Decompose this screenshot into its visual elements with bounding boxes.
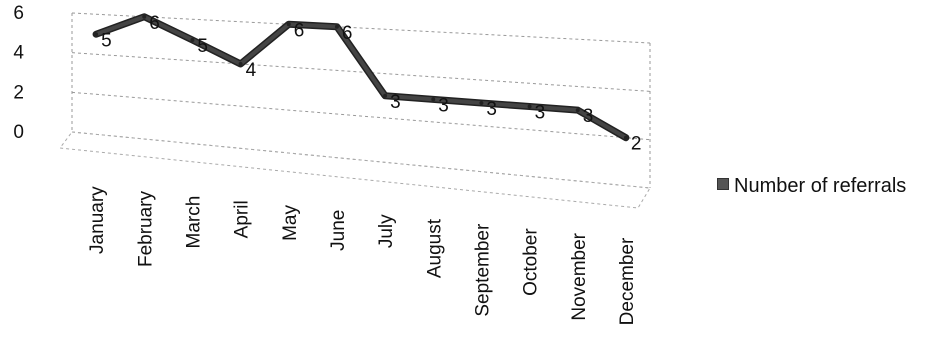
x-tick-label: January	[87, 186, 108, 254]
data-label: 6	[342, 23, 353, 44]
data-label: 4	[246, 60, 257, 81]
series-lines	[92, 13, 630, 142]
data-point	[334, 24, 339, 29]
data-point	[142, 14, 147, 19]
legend-swatch	[717, 178, 729, 190]
data-label: 3	[583, 106, 594, 127]
y-axis-ticks: 0 2 4 6	[13, 3, 24, 143]
legend-label: Number of referrals	[734, 175, 907, 197]
legend: Number of referrals	[717, 175, 906, 198]
gridline	[71, 91, 651, 141]
y-tick-label: 2	[13, 82, 24, 103]
data-label: 5	[197, 36, 208, 57]
y-tick-label: 0	[13, 122, 24, 143]
x-tick-label: May	[280, 205, 301, 241]
x-tick-label: July	[376, 214, 397, 248]
data-point	[527, 104, 532, 109]
x-tick-label: April	[232, 200, 253, 238]
y-tick-label: 6	[13, 3, 24, 24]
data-label: 5	[101, 30, 112, 51]
series-line	[94, 14, 628, 140]
data-label: 6	[149, 13, 160, 34]
data-point	[190, 37, 195, 42]
data-label: 3	[390, 92, 401, 113]
data-point	[383, 93, 388, 98]
x-tick-label: November	[569, 232, 590, 320]
gridline	[71, 52, 651, 92]
data-point	[575, 108, 580, 113]
data-point	[238, 61, 243, 66]
x-axis-ticks: January February March April May June July Augu…	[87, 186, 638, 325]
x-tick-label: June	[328, 210, 349, 251]
x-tick-label: December	[617, 237, 638, 325]
x-tick-label: March	[183, 196, 204, 249]
data-point	[479, 100, 484, 105]
data-point	[623, 135, 628, 140]
x-tick-label: October	[521, 228, 542, 296]
series-line-outline	[92, 13, 630, 142]
data-point	[286, 22, 291, 27]
data-label: 2	[631, 134, 642, 155]
data-labels: 5 6 5 4 6 6 3 3 3 3 3 2	[101, 13, 641, 155]
x-tick-label: February	[135, 191, 156, 268]
data-point	[431, 97, 436, 102]
x-tick-label: September	[472, 223, 493, 317]
data-label: 3	[438, 95, 449, 116]
data-point	[94, 32, 99, 37]
chart-gridlines	[59, 12, 651, 209]
data-label: 3	[486, 99, 497, 120]
data-label: 3	[535, 103, 546, 124]
y-tick-label: 4	[13, 43, 24, 64]
data-label: 6	[294, 20, 305, 41]
gridline	[71, 12, 651, 44]
x-tick-label: August	[424, 218, 445, 278]
